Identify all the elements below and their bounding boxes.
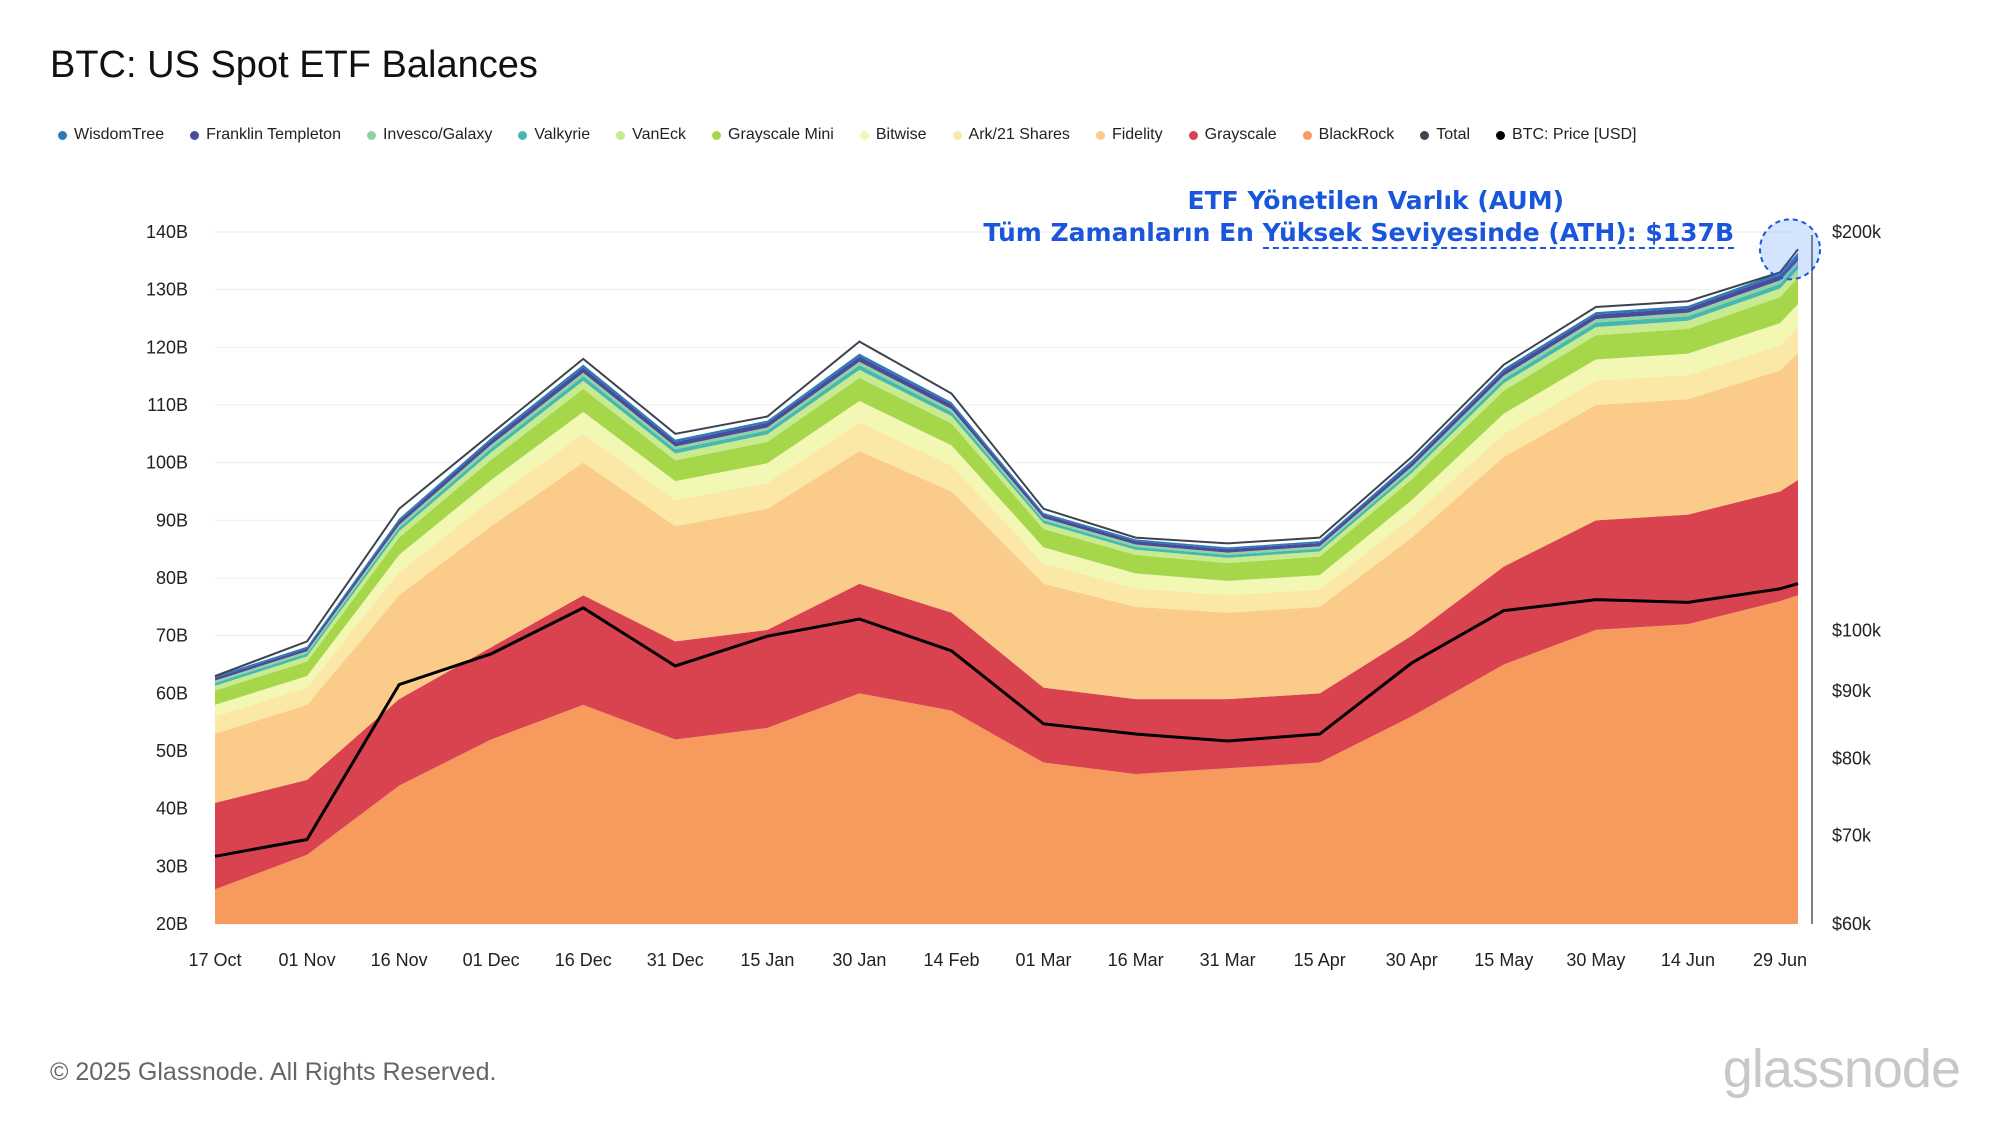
- area-blackrock: [215, 595, 1798, 924]
- legend-item-wisdomtree[interactable]: WisdomTree: [58, 126, 164, 144]
- x-tick-label: 29 Jun: [1753, 950, 1807, 970]
- y-tick-label: 140B: [146, 222, 188, 242]
- x-tick-label: 15 May: [1474, 950, 1533, 970]
- area-fidelity: [215, 353, 1798, 803]
- x-tick-label: 30 Apr: [1386, 950, 1438, 970]
- btc-price-line: [214, 582, 1799, 858]
- x-tick-label: 14 Feb: [923, 950, 979, 970]
- x-tick-label: 01 Mar: [1016, 950, 1072, 970]
- legend-label: Bitwise: [875, 126, 927, 143]
- area-grayscale-mini: [215, 277, 1798, 705]
- x-tick-label: 15 Jan: [740, 950, 794, 970]
- y-right-tick-label: $90k: [1832, 681, 1872, 701]
- legend-item-vaneck[interactable]: VanEck: [616, 126, 686, 144]
- legend-dot: [190, 130, 200, 140]
- legend-item-valkyrie[interactable]: Valkyrie: [518, 126, 590, 144]
- y-right-tick-label: $60k: [1832, 914, 1872, 934]
- legend-dot: [712, 130, 722, 140]
- x-tick-label: 30 Jan: [832, 950, 886, 970]
- legend-item-invesco-galaxy[interactable]: Invesco/Galaxy: [366, 126, 493, 144]
- y-tick-label: 50B: [156, 741, 188, 761]
- legend-label: Grayscale: [1204, 126, 1277, 143]
- legend-item-franklin-templeton[interactable]: Franklin Templeton: [190, 126, 341, 144]
- area-ark-21-shares: [215, 327, 1798, 734]
- legend-dot: [1095, 130, 1105, 140]
- legend-label: BTC: Price [USD]: [1512, 126, 1637, 143]
- y-right-tick-label: $80k: [1832, 749, 1872, 769]
- y-right-tick-label: $100k: [1832, 620, 1882, 640]
- y-right-tick-label: $70k: [1832, 825, 1872, 845]
- y-tick-label: 20B: [156, 914, 188, 934]
- y-tick-label: 40B: [156, 799, 188, 819]
- annotation-underlined: Yüksek Seviyesinde (ATH): $137B: [1262, 218, 1734, 249]
- x-tick-label: 31 Dec: [647, 950, 704, 970]
- legend-item-ark-21-shares[interactable]: Ark/21 Shares: [952, 126, 1070, 144]
- y-tick-label: 90B: [156, 510, 188, 530]
- legend: WisdomTree Franklin Templeton Invesco/Gala…: [58, 126, 1637, 144]
- legend-label: Ark/21 Shares: [968, 126, 1070, 143]
- legend-dot: [518, 130, 528, 140]
- legend-item-btc-price-usd[interactable]: BTC: Price [USD]: [1496, 126, 1637, 144]
- legend-label: BlackRock: [1318, 126, 1395, 143]
- legend-item-bitwise[interactable]: Bitwise: [859, 126, 927, 144]
- y-tick-label: 120B: [146, 337, 188, 357]
- y-tick-label: 30B: [156, 856, 188, 876]
- legend-dot: [1188, 130, 1198, 140]
- x-tick-label: 31 Mar: [1200, 950, 1256, 970]
- area-grayscale: [215, 479, 1798, 890]
- legend-item-grayscale[interactable]: Grayscale: [1188, 126, 1277, 144]
- legend-dot: [859, 130, 869, 140]
- legend-label: Fidelity: [1111, 126, 1163, 143]
- legend-dot: [58, 130, 67, 140]
- legend-item-fidelity[interactable]: Fidelity: [1095, 126, 1163, 144]
- x-tick-label: 01 Dec: [463, 950, 520, 970]
- y-tick-label: 60B: [156, 683, 188, 703]
- chart-title: BTC: US Spot ETF Balances: [50, 44, 538, 86]
- x-tick-label: 30 May: [1566, 950, 1625, 970]
- legend-item-grayscale-mini[interactable]: Grayscale Mini: [712, 126, 834, 144]
- legend-label: VanEck: [632, 126, 687, 143]
- legend-item-total[interactable]: Total: [1420, 126, 1470, 144]
- y-right-tick-label: $200k: [1832, 222, 1882, 242]
- legend-dot: [1302, 130, 1312, 140]
- copyright-footer: © 2025 Glassnode. All Rights Reserved.: [50, 1058, 497, 1086]
- y-tick-label: 110B: [147, 395, 188, 415]
- legend-dot: [952, 130, 962, 140]
- y-tick-label: 130B: [146, 280, 188, 300]
- x-tick-label: 14 Jun: [1661, 950, 1715, 970]
- legend-item-blackrock[interactable]: BlackRock: [1302, 126, 1395, 144]
- legend-dot: [366, 130, 376, 140]
- legend-dot: [1496, 130, 1506, 140]
- annotation-subtitle: Tüm Zamanların En Yüksek Seviyesinde (AT…: [983, 218, 1734, 249]
- legend-label: Total: [1436, 126, 1471, 143]
- legend-dot: [616, 130, 626, 140]
- legend-dot: [1420, 130, 1430, 140]
- annotation-title: ETF Yönetilen Varlık (AUM): [1187, 186, 1564, 215]
- y-tick-label: 100B: [146, 453, 188, 473]
- legend-label: Invesco/Galaxy: [382, 126, 493, 143]
- y-tick-label: 80B: [156, 568, 188, 588]
- x-tick-label: 15 Apr: [1294, 950, 1346, 970]
- y-tick-label: 70B: [156, 626, 188, 646]
- total-line: [214, 248, 1799, 677]
- annotation-prefix: Tüm Zamanların En: [983, 218, 1263, 247]
- x-tick-label: 17 Oct: [188, 950, 241, 970]
- legend-label: Grayscale Mini: [728, 126, 834, 143]
- x-tick-label: 16 Dec: [555, 950, 612, 970]
- ath-highlight-circle: [1759, 218, 1821, 281]
- legend-label: WisdomTree: [74, 126, 165, 143]
- x-tick-label: 16 Nov: [371, 950, 428, 970]
- legend-label: Franklin Templeton: [206, 126, 341, 143]
- glassnode-logo: glassnode: [1722, 1039, 1961, 1099]
- x-tick-label: 16 Mar: [1108, 950, 1164, 970]
- x-tick-label: 01 Nov: [279, 950, 336, 970]
- legend-label: Valkyrie: [534, 126, 591, 143]
- area-bitwise: [215, 304, 1798, 717]
